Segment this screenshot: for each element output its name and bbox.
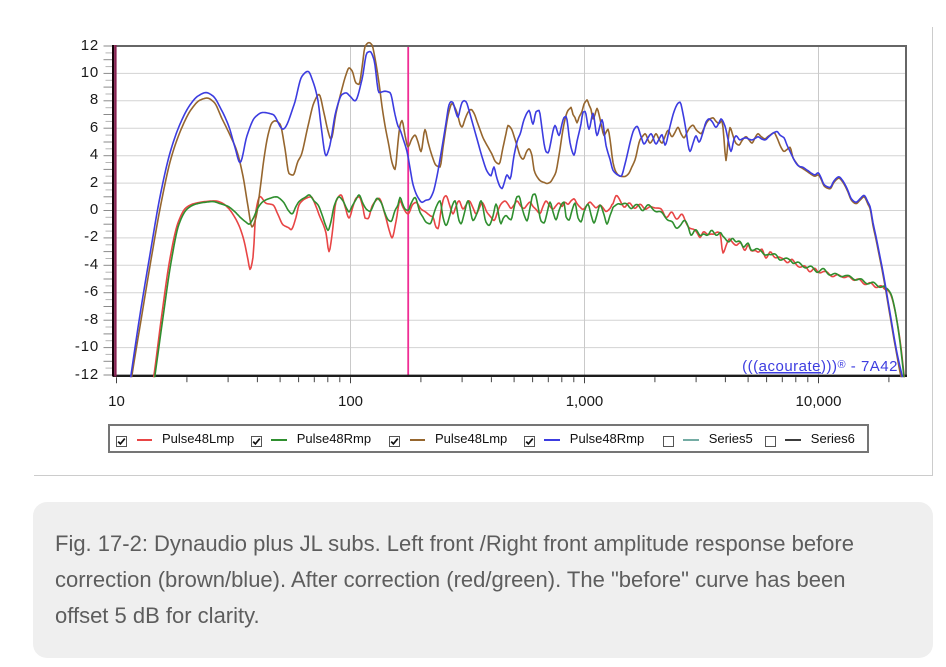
svg-text:(((acourate)))® - 7A42: (((acourate)))® - 7A42 (742, 358, 898, 375)
